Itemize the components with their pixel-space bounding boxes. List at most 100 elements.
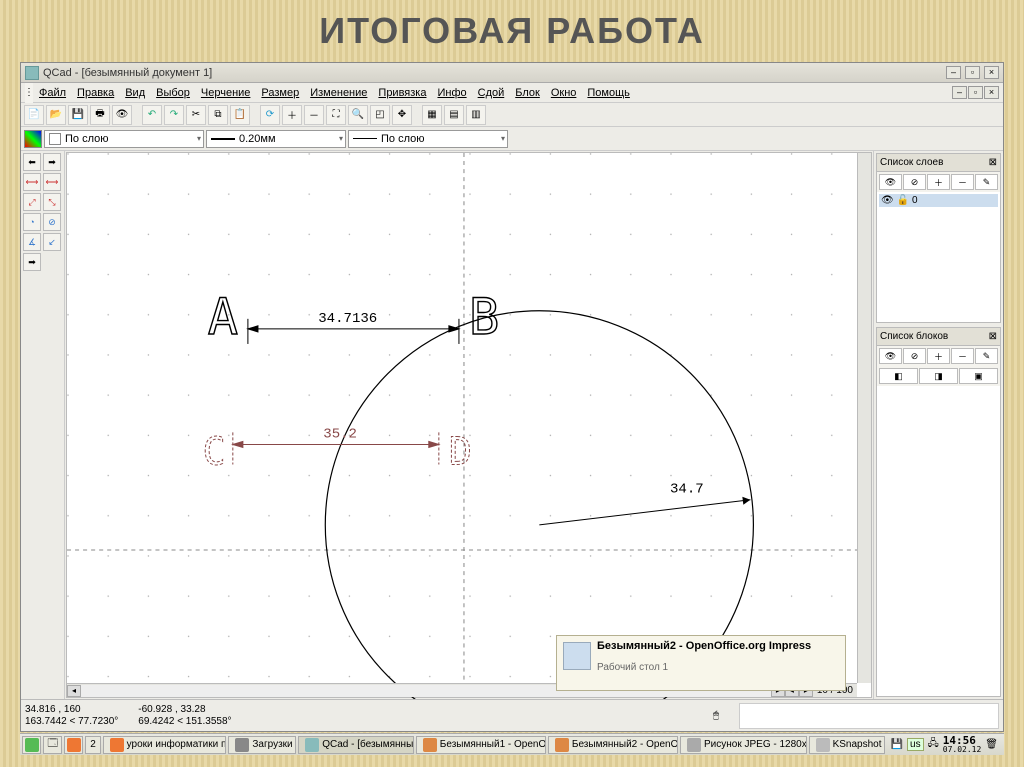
layer-edit-icon[interactable]: ✎ [975,174,998,190]
menu-layer[interactable]: Сдой [473,85,510,101]
dim-h-icon[interactable]: ⟷ [23,173,41,191]
layer-showall-icon[interactable]: 👁 [879,174,902,190]
blocks-close-icon[interactable]: ⊠ [989,331,997,342]
menu-window[interactable]: Окно [546,85,582,101]
taskbar-tooltip: Безымянный2 - OpenOffice.org Impress Раб… [556,635,846,691]
menu-view[interactable]: Вид [120,85,150,101]
block-b3-icon[interactable]: ▣ [959,368,998,384]
task-item[interactable]: Безымянный1 - OpenO [416,736,546,754]
coord-rel-polar: 69.4242 < 151.3558° [138,716,231,728]
clock-date: 07.02.12 [943,745,982,754]
close-button[interactable]: × [984,66,999,79]
layer-add-icon[interactable]: ＋ [927,174,950,190]
dim-v-icon[interactable]: ⟷ [43,173,61,191]
save-icon[interactable]: 💾 [68,105,88,125]
zoom-auto-icon[interactable]: ⛶ [326,105,346,125]
command-input[interactable] [739,703,999,729]
task-item[interactable]: KSnapshot [809,736,885,754]
doc-maximize-button[interactable]: ▫ [968,86,983,99]
redo-icon[interactable]: ↷ [164,105,184,125]
cut-icon[interactable]: ✂ [186,105,206,125]
maximize-button[interactable]: ▫ [965,66,980,79]
menu-block[interactable]: Блок [510,85,545,101]
color-by-layer-swatch[interactable] [24,130,42,148]
dim-dia-icon[interactable]: ⊘ [43,213,61,231]
tray-trash-icon[interactable]: 🗑 [985,739,998,750]
menu-select[interactable]: Выбор [151,85,195,101]
scrollbar-v[interactable] [857,153,871,683]
zoom-window-icon[interactable]: ◰ [370,105,390,125]
menu-modify[interactable]: Изменение [305,85,372,101]
paste-icon[interactable]: 📋 [230,105,250,125]
dim2-label: 35.2 [323,426,357,442]
block-b2-icon[interactable]: ◨ [919,368,958,384]
block-edit-icon[interactable]: ✎ [975,348,998,364]
blocks-list[interactable] [877,386,1000,696]
statusbar-icon[interactable]: ▥ [466,105,486,125]
menu-snap[interactable]: Привязка [373,85,431,101]
tray-lang[interactable]: us [907,738,924,751]
coord-abs: 34.816 , 160 [25,704,118,716]
menu-help[interactable]: Помощь [582,85,635,101]
tooltip-app-icon [563,642,591,670]
back-icon[interactable]: ⬅ [23,153,41,171]
app-icon [25,66,39,80]
task-item[interactable]: Загрузки [228,736,296,754]
grid-icon[interactable]: ▦ [422,105,442,125]
layers-list[interactable]: 👁 🔓 0 [877,192,1000,322]
block-b1-icon[interactable]: ◧ [879,368,918,384]
width-select[interactable]: 0.20мм [206,130,346,148]
zoom-redraw-icon[interactable]: ⟳ [260,105,280,125]
task-item[interactable]: QCad - [безымянны [298,736,414,754]
zoom-pan-icon[interactable]: ✥ [392,105,412,125]
dim-align-icon[interactable]: ⤢ [23,193,41,211]
scroll-left-icon[interactable]: ◂ [67,685,81,697]
dim-linear-icon[interactable]: ⤡ [43,193,61,211]
canvas[interactable]: 34.7 A B 34.7136 C D [66,152,872,698]
doc-minimize-button[interactable]: – [952,86,967,99]
show-desktop-icon[interactable]: 🗔 [43,736,62,754]
block-del-icon[interactable]: － [951,348,974,364]
menu-info[interactable]: Инфо [432,85,471,101]
layer-del-icon[interactable]: － [951,174,974,190]
workspace-switcher[interactable]: 2 [85,736,100,754]
zoom-in-icon[interactable]: ＋ [282,105,302,125]
start-menu-icon[interactable] [22,736,41,754]
browser-icon[interactable] [64,736,83,754]
right-dock: Список слоев⊠ 👁 ⊘ ＋ － ✎ 👁 🔓 0 Список бло… [873,151,1003,699]
linetype-select[interactable]: По слою [348,130,508,148]
slide-title: ИТОГОВАЯ РАБОТА [0,10,1024,52]
task-item[interactable]: Безымянный2 - OpenO [548,736,678,754]
dim-ang-icon[interactable]: ∡ [23,233,41,251]
layers-close-icon[interactable]: ⊠ [989,157,997,168]
draft-icon[interactable]: ▤ [444,105,464,125]
minimize-button[interactable]: – [946,66,961,79]
undo-icon[interactable]: ↶ [142,105,162,125]
dim-rad-icon[interactable]: ◔ [23,213,41,231]
print-icon[interactable]: 🖶 [90,105,110,125]
block-showall-icon[interactable]: 👁 [879,348,902,364]
open-icon[interactable]: 📂 [46,105,66,125]
layer-hideall-icon[interactable]: ⊘ [903,174,926,190]
tray-net-icon[interactable]: 🖧 [928,736,939,753]
dim-leader-icon[interactable]: ↙ [43,233,61,251]
menu-dim[interactable]: Размер [256,85,304,101]
color-select[interactable]: По слою [44,130,204,148]
more-icon[interactable]: ➡ [23,253,41,271]
menu-file[interactable]: Файл [34,85,71,101]
block-add-icon[interactable]: ＋ [927,348,950,364]
preview-icon[interactable]: 👁 [112,105,132,125]
toolbar-pen: По слою 0.20мм По слою [21,127,1003,151]
fwd-icon[interactable]: ➡ [43,153,61,171]
zoom-out-icon[interactable]: － [304,105,324,125]
block-hideall-icon[interactable]: ⊘ [903,348,926,364]
tray-save-icon[interactable]: 💾 [891,739,903,750]
menu-draw[interactable]: Черчение [196,85,256,101]
task-item[interactable]: уроки информатики п [103,736,227,754]
new-icon[interactable]: 📄 [24,105,44,125]
menu-edit[interactable]: Правка [72,85,119,101]
copy-icon[interactable]: ⧉ [208,105,228,125]
zoom-prev-icon[interactable]: 🔍 [348,105,368,125]
doc-close-button[interactable]: × [984,86,999,99]
task-item[interactable]: Рисунок JPEG - 1280x [680,736,807,754]
